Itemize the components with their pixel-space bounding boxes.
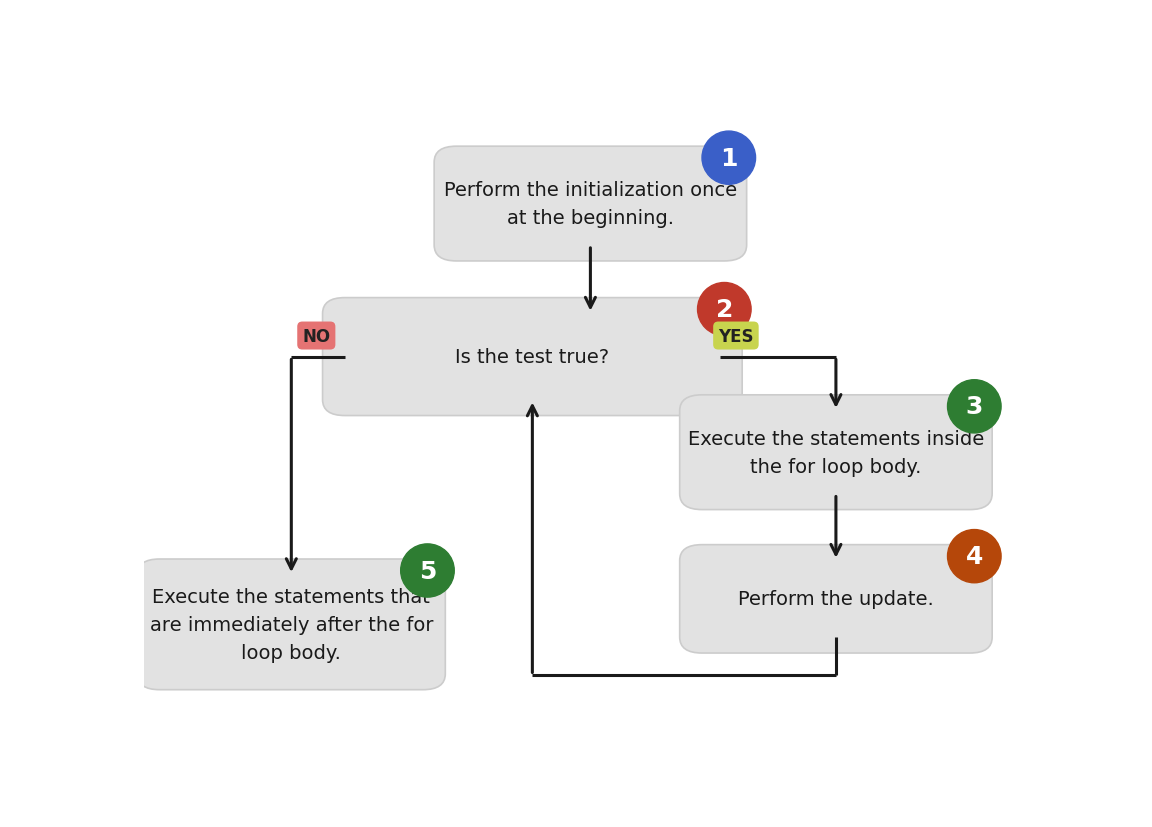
Text: 4: 4 — [965, 544, 983, 568]
FancyBboxPatch shape — [137, 559, 446, 690]
FancyBboxPatch shape — [323, 299, 742, 416]
FancyBboxPatch shape — [434, 147, 746, 261]
Ellipse shape — [401, 544, 454, 597]
Text: 2: 2 — [715, 298, 733, 322]
Text: Execute the statements inside
the for loop body.: Execute the statements inside the for lo… — [688, 429, 984, 476]
Ellipse shape — [702, 132, 756, 185]
Text: Execute the statements that
are immediately after the for
loop body.: Execute the statements that are immediat… — [150, 587, 433, 662]
Ellipse shape — [947, 380, 1001, 433]
FancyBboxPatch shape — [680, 395, 992, 510]
Text: 5: 5 — [419, 559, 437, 583]
Text: NO: NO — [302, 327, 331, 345]
Text: 3: 3 — [965, 394, 983, 418]
FancyBboxPatch shape — [680, 545, 992, 653]
Text: 1: 1 — [720, 146, 737, 170]
Text: Perform the initialization once
at the beginning.: Perform the initialization once at the b… — [444, 181, 737, 227]
Text: Perform the update.: Perform the update. — [738, 590, 934, 609]
Text: Is the test true?: Is the test true? — [455, 347, 609, 366]
Ellipse shape — [697, 283, 751, 337]
Ellipse shape — [947, 530, 1001, 583]
Text: YES: YES — [718, 327, 753, 345]
